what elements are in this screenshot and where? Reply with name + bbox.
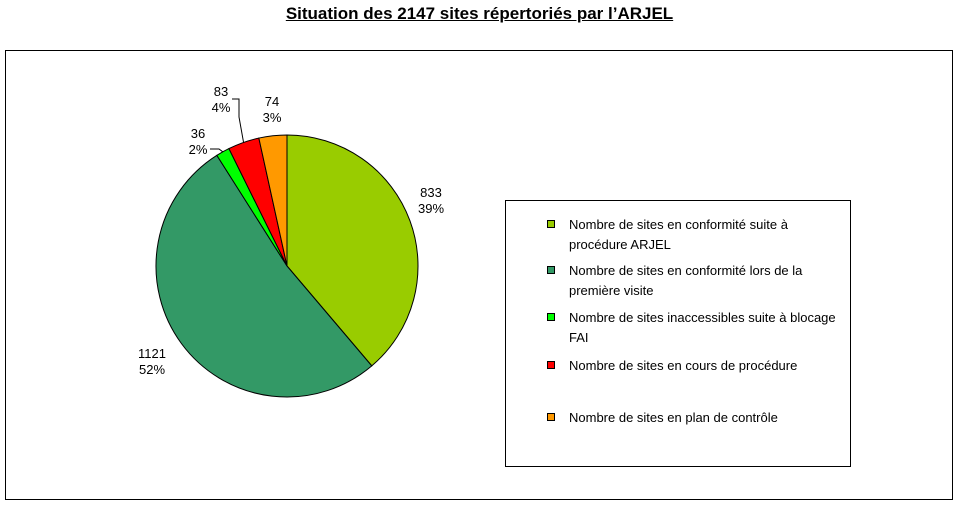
legend-label: Nombre de sites en plan de contrôle — [569, 410, 778, 425]
legend-item-cours-procedure: Nombre de sites en cours de procédure — [547, 356, 839, 376]
legend-item-conformite-procedure: Nombre de sites en conformité suite à pr… — [547, 215, 839, 255]
pie-chart: 833 39% 1121 52% 36 2%83 4% 74 3% — [138, 84, 444, 398]
pie-slice — [258, 134, 288, 267]
slice-data-label: 74 3% — [263, 94, 282, 125]
legend-label: Nombre de sites en conformité lors de la… — [569, 263, 803, 298]
pie-slice — [286, 134, 419, 367]
legend-label: Nombre de sites inaccessibles suite à bl… — [569, 310, 836, 345]
legend: Nombre de sites en conformité suite à pr… — [505, 200, 851, 467]
legend-swatch — [547, 413, 555, 421]
legend-swatch — [547, 361, 555, 369]
legend-swatch — [547, 266, 555, 274]
slice-data-label: 83 4% — [212, 84, 231, 115]
leader-line — [232, 98, 245, 143]
legend-item-conformite-premiere-visite: Nombre de sites en conformité lors de la… — [547, 261, 839, 301]
legend-swatch — [547, 313, 555, 321]
leader-line — [210, 148, 224, 153]
legend-item-plan-controle: Nombre de sites en plan de contrôle — [547, 408, 839, 428]
slice-data-label: 833 39% — [418, 185, 444, 216]
page-title: Situation des 2147 sites répertoriés par… — [285, 4, 674, 23]
legend-label: Nombre de sites en conformité suite à pr… — [569, 217, 788, 252]
legend-item-inaccessibles: Nombre de sites inaccessibles suite à bl… — [547, 308, 839, 348]
pie-slice — [155, 154, 373, 398]
legend-swatch — [547, 220, 555, 228]
slice-data-label: 1121 52% — [138, 346, 166, 377]
slice-data-label: 36 2% — [189, 126, 208, 157]
legend-label: Nombre de sites en cours de procédure — [569, 358, 798, 373]
chart-frame: 833 39% 1121 52% 36 2% 83 4% 74 3% Nombre de site… — [5, 50, 953, 500]
